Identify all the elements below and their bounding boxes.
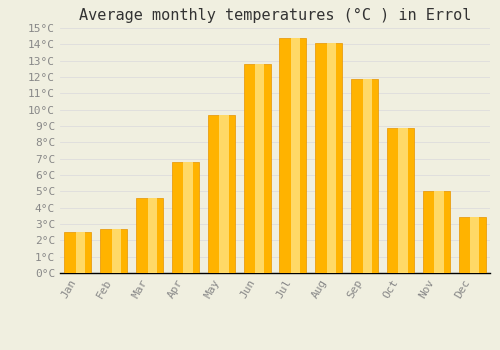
Bar [76, 232, 86, 273]
Bar [208, 114, 234, 273]
Bar [398, 128, 408, 273]
Bar [172, 162, 199, 273]
Bar [100, 229, 127, 273]
Bar [136, 198, 163, 273]
Bar [362, 79, 372, 273]
Bar [458, 217, 485, 273]
Bar [326, 43, 336, 273]
Bar [219, 114, 228, 273]
Bar [280, 38, 306, 273]
Bar [387, 128, 414, 273]
Bar [423, 191, 450, 273]
Bar [351, 79, 378, 273]
Bar [255, 64, 264, 273]
Bar [112, 229, 121, 273]
Bar [184, 162, 193, 273]
Bar [244, 64, 270, 273]
Bar [434, 191, 444, 273]
Bar [291, 38, 300, 273]
Bar [64, 232, 92, 273]
Bar [470, 217, 480, 273]
Bar [316, 43, 342, 273]
Title: Average monthly temperatures (°C ) in Errol: Average monthly temperatures (°C ) in Er… [79, 8, 471, 23]
Bar [148, 198, 157, 273]
